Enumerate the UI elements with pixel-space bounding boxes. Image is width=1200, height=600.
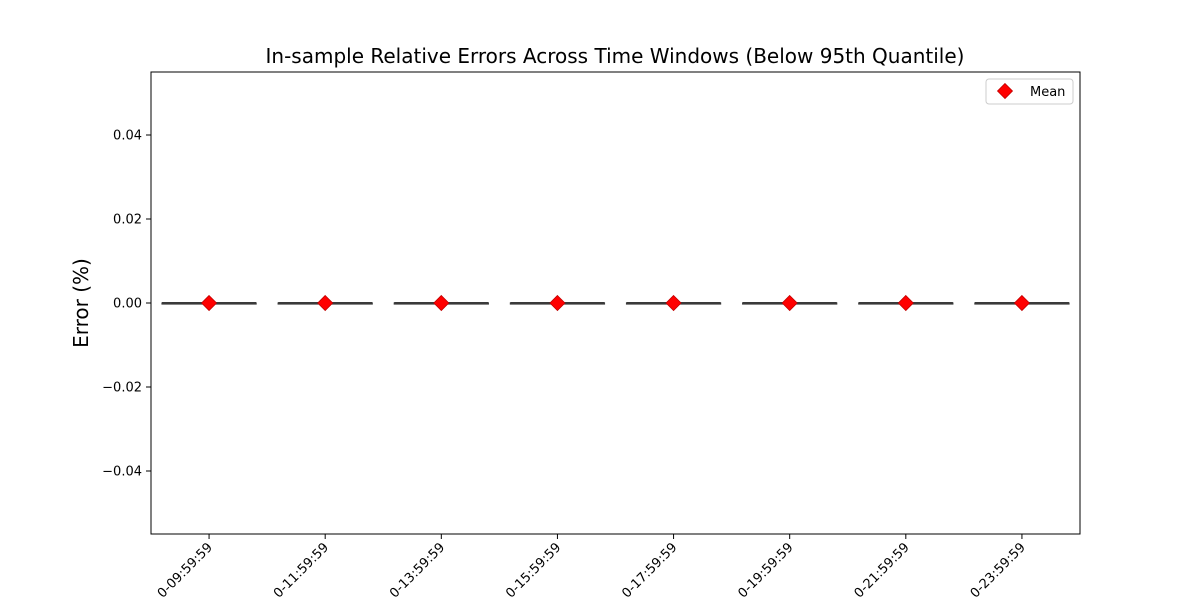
y-tick-label: −0.02 bbox=[102, 381, 142, 396]
x-tick-label: 0-09:59:59 bbox=[155, 540, 216, 600]
legend-frame bbox=[985, 78, 1074, 105]
mean-marker bbox=[897, 294, 914, 312]
legend: Mean bbox=[985, 78, 1074, 105]
x-tick-label: 0-19:59:59 bbox=[735, 540, 796, 600]
mean-marker bbox=[665, 294, 682, 312]
x-axis: 0-09:59:59 0-11:59:59 0-13:59:59 0-15:59:59… bbox=[155, 534, 1029, 600]
mean-marker bbox=[781, 294, 798, 312]
chart-title: In-sample Relative Errors Across Time Wi… bbox=[266, 44, 965, 68]
x-tick-label: 0-13:59:59 bbox=[387, 540, 448, 600]
y-tick-label: 0.04 bbox=[113, 129, 142, 144]
y-axis-label: Error (%) bbox=[69, 258, 93, 348]
y-axis: −0.04 −0.02 0.00 0.02 0.04 bbox=[102, 129, 151, 480]
mean-marker bbox=[549, 294, 566, 312]
legend-marker-mean bbox=[996, 82, 1014, 100]
box-series bbox=[161, 302, 1070, 305]
y-tick-label: −0.04 bbox=[102, 465, 142, 480]
mean-marker bbox=[200, 294, 218, 312]
plot-frame bbox=[150, 71, 1081, 535]
y-tick-label: 0.00 bbox=[113, 297, 142, 312]
x-tick-label: 0-23:59:59 bbox=[968, 540, 1029, 600]
x-tick-label: 0-15:59:59 bbox=[503, 540, 564, 600]
legend-entry-mean: Mean bbox=[1030, 85, 1065, 100]
x-tick-label: 0-11:59:59 bbox=[271, 540, 332, 600]
mean-marker bbox=[1013, 294, 1031, 312]
y-tick-label: 0.02 bbox=[113, 213, 142, 228]
x-tick-label: 0-21:59:59 bbox=[852, 540, 913, 600]
mean-marker bbox=[433, 294, 450, 312]
mean-marker bbox=[317, 294, 334, 312]
x-tick-label: 0-17:59:59 bbox=[619, 540, 680, 600]
mean-series bbox=[200, 294, 1031, 312]
